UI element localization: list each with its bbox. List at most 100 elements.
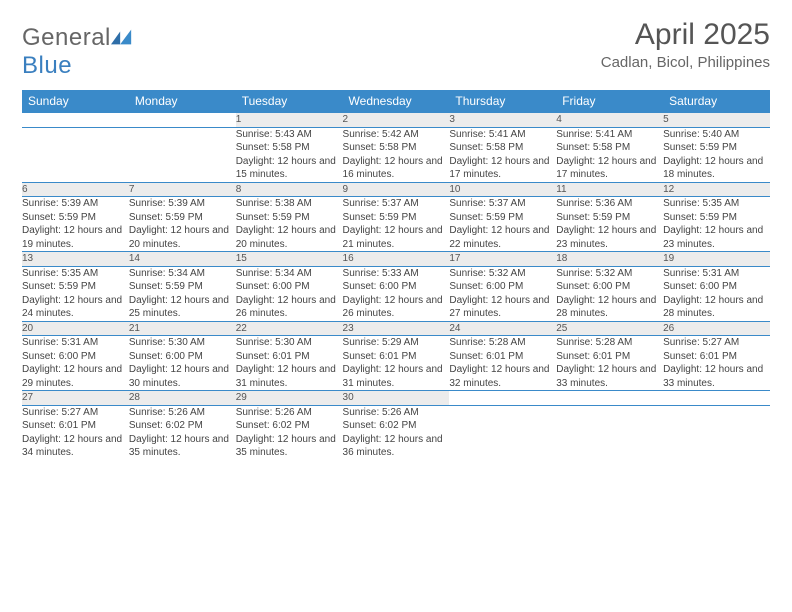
sunset-text: Sunset: 5:59 PM [663,141,770,155]
day-detail-cell: Sunrise: 5:32 AMSunset: 6:00 PMDaylight:… [449,266,556,321]
sunset-text: Sunset: 6:00 PM [449,280,556,294]
week-detail-row: Sunrise: 5:27 AMSunset: 6:01 PMDaylight:… [22,405,770,460]
daylight-text: Daylight: 12 hours and 22 minutes. [449,224,556,251]
day-detail-cell: Sunrise: 5:28 AMSunset: 6:01 PMDaylight:… [556,336,663,391]
sunrise-text: Sunrise: 5:32 AM [556,267,663,281]
day-number-cell: 7 [129,182,236,197]
daylight-text: Daylight: 12 hours and 29 minutes. [22,363,129,390]
logo-part1: General [22,24,111,51]
week-detail-row: Sunrise: 5:31 AMSunset: 6:00 PMDaylight:… [22,336,770,391]
day-detail-cell: Sunrise: 5:30 AMSunset: 6:01 PMDaylight:… [236,336,343,391]
sunrise-text: Sunrise: 5:30 AM [236,336,343,350]
day-number-cell: 18 [556,252,663,267]
col-friday: Friday [556,90,663,113]
sunset-text: Sunset: 6:00 PM [556,280,663,294]
daylight-text: Daylight: 12 hours and 23 minutes. [556,224,663,251]
day-number-cell: 12 [663,182,770,197]
sunset-text: Sunset: 6:00 PM [236,280,343,294]
week-detail-row: Sunrise: 5:35 AMSunset: 5:59 PMDaylight:… [22,266,770,321]
sunrise-text: Sunrise: 5:37 AM [343,197,450,211]
day-detail-cell: Sunrise: 5:31 AMSunset: 6:00 PMDaylight:… [22,336,129,391]
day-number-cell: 28 [129,391,236,406]
sunrise-text: Sunrise: 5:39 AM [22,197,129,211]
daylight-text: Daylight: 12 hours and 16 minutes. [343,155,450,182]
day-number-cell: 29 [236,391,343,406]
day-number-cell: 8 [236,182,343,197]
sunset-text: Sunset: 5:59 PM [663,211,770,225]
day-detail-cell: Sunrise: 5:39 AMSunset: 5:59 PMDaylight:… [129,197,236,252]
sunset-text: Sunset: 6:00 PM [22,350,129,364]
daylight-text: Daylight: 12 hours and 20 minutes. [129,224,236,251]
day-detail-cell: Sunrise: 5:37 AMSunset: 5:59 PMDaylight:… [343,197,450,252]
week-number-row: 27282930 [22,391,770,406]
day-number-cell: 11 [556,182,663,197]
daylight-text: Daylight: 12 hours and 26 minutes. [343,294,450,321]
day-detail-cell: Sunrise: 5:41 AMSunset: 5:58 PMDaylight:… [449,127,556,182]
day-number-cell [129,113,236,128]
sunrise-text: Sunrise: 5:42 AM [343,128,450,142]
sunrise-text: Sunrise: 5:36 AM [556,197,663,211]
sunrise-text: Sunrise: 5:30 AM [129,336,236,350]
col-tuesday: Tuesday [236,90,343,113]
daylight-text: Daylight: 12 hours and 33 minutes. [663,363,770,390]
day-detail-cell: Sunrise: 5:41 AMSunset: 5:58 PMDaylight:… [556,127,663,182]
sunset-text: Sunset: 5:59 PM [129,211,236,225]
daylight-text: Daylight: 12 hours and 28 minutes. [663,294,770,321]
sunset-text: Sunset: 6:00 PM [129,350,236,364]
sunrise-text: Sunrise: 5:26 AM [343,406,450,420]
daylight-text: Daylight: 12 hours and 30 minutes. [129,363,236,390]
day-number-cell: 15 [236,252,343,267]
day-number-cell: 5 [663,113,770,128]
sunrise-text: Sunrise: 5:32 AM [449,267,556,281]
day-number-cell: 27 [22,391,129,406]
day-number-cell: 20 [22,321,129,336]
week-detail-row: Sunrise: 5:43 AMSunset: 5:58 PMDaylight:… [22,127,770,182]
day-detail-cell [22,127,129,182]
daylight-text: Daylight: 12 hours and 33 minutes. [556,363,663,390]
daylight-text: Daylight: 12 hours and 26 minutes. [236,294,343,321]
daylight-text: Daylight: 12 hours and 35 minutes. [236,433,343,460]
sunset-text: Sunset: 5:59 PM [556,211,663,225]
week-number-row: 20212223242526 [22,321,770,336]
sunrise-text: Sunrise: 5:26 AM [236,406,343,420]
day-detail-cell: Sunrise: 5:36 AMSunset: 5:59 PMDaylight:… [556,197,663,252]
sunset-text: Sunset: 5:58 PM [236,141,343,155]
daylight-text: Daylight: 12 hours and 21 minutes. [343,224,450,251]
day-number-cell [449,391,556,406]
month-title: April 2025 [601,18,770,52]
day-number-cell: 14 [129,252,236,267]
sunrise-text: Sunrise: 5:27 AM [22,406,129,420]
day-detail-cell: Sunrise: 5:30 AMSunset: 6:00 PMDaylight:… [129,336,236,391]
sunset-text: Sunset: 5:59 PM [236,211,343,225]
col-monday: Monday [129,90,236,113]
day-number-cell: 6 [22,182,129,197]
logo: GeneralBlue [22,24,133,80]
sunrise-text: Sunrise: 5:41 AM [449,128,556,142]
day-number-cell [22,113,129,128]
sunrise-text: Sunrise: 5:35 AM [22,267,129,281]
col-saturday: Saturday [663,90,770,113]
sunset-text: Sunset: 5:59 PM [22,211,129,225]
daylight-text: Daylight: 12 hours and 17 minutes. [449,155,556,182]
sunrise-text: Sunrise: 5:35 AM [663,197,770,211]
day-number-cell: 24 [449,321,556,336]
sunset-text: Sunset: 5:58 PM [556,141,663,155]
daylight-text: Daylight: 12 hours and 31 minutes. [236,363,343,390]
day-header-row: Sunday Monday Tuesday Wednesday Thursday… [22,90,770,113]
sunset-text: Sunset: 5:59 PM [129,280,236,294]
day-detail-cell [129,127,236,182]
sunset-text: Sunset: 6:02 PM [343,419,450,433]
day-number-cell: 23 [343,321,450,336]
day-detail-cell: Sunrise: 5:39 AMSunset: 5:59 PMDaylight:… [22,197,129,252]
sunset-text: Sunset: 5:58 PM [343,141,450,155]
day-number-cell: 16 [343,252,450,267]
day-detail-cell: Sunrise: 5:29 AMSunset: 6:01 PMDaylight:… [343,336,450,391]
sunrise-text: Sunrise: 5:40 AM [663,128,770,142]
sunset-text: Sunset: 5:59 PM [449,211,556,225]
location: Cadlan, Bicol, Philippines [601,54,770,71]
day-detail-cell: Sunrise: 5:26 AMSunset: 6:02 PMDaylight:… [236,405,343,460]
sunrise-text: Sunrise: 5:26 AM [129,406,236,420]
sunset-text: Sunset: 6:01 PM [663,350,770,364]
day-number-cell: 2 [343,113,450,128]
day-number-cell: 22 [236,321,343,336]
